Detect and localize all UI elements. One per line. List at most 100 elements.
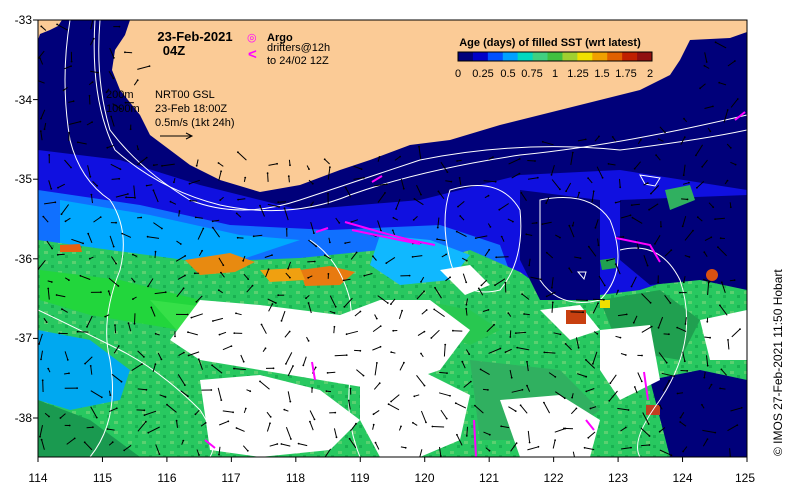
current-arrow [90, 194, 93, 204]
current-arrow-head [729, 206, 732, 209]
current-arrow-head [260, 323, 263, 326]
current-arrow-head [118, 25, 121, 28]
current-arrow-head [355, 422, 357, 425]
current-arrow-head [571, 396, 573, 399]
current-arrow-head [287, 267, 289, 270]
current-arrow-head [418, 145, 420, 148]
current-arrow [434, 287, 442, 299]
current-arrow-head [676, 392, 679, 395]
current-arrow-head [439, 455, 442, 457]
current-arrow-head [592, 190, 595, 193]
current-arrow [640, 427, 650, 437]
current-arrow-head [601, 176, 604, 179]
current-arrow-head [679, 416, 682, 419]
current-arrow-head [494, 180, 497, 183]
current-arrow-head [313, 260, 316, 263]
current-arrow [416, 374, 425, 386]
current-arrow [662, 380, 670, 392]
current-arrow-head [500, 425, 503, 428]
current-arrow [631, 203, 640, 206]
colorbar-swatch [472, 52, 489, 61]
current-arrow-head [348, 437, 351, 440]
current-arrow [218, 171, 222, 181]
current-arrow-head [726, 109, 729, 111]
current-arrow [109, 47, 115, 59]
current-arrow [719, 82, 727, 86]
current-arrow-head [140, 216, 143, 219]
current-arrow [658, 352, 668, 363]
colorbar [457, 51, 653, 62]
current-arrow-head [657, 326, 660, 329]
current-arrow [190, 200, 198, 202]
current-arrow [287, 391, 291, 402]
current-arrow [178, 210, 180, 217]
current-arrow-head [625, 313, 628, 316]
current-arrow-head [90, 193, 93, 196]
current-arrow [501, 425, 510, 429]
current-arrow-head [40, 25, 43, 28]
current-arrow-head [619, 336, 622, 339]
current-arrow [246, 285, 253, 293]
current-arrow-head [706, 320, 709, 323]
current-arrow-head [559, 188, 561, 191]
current-arrow [212, 227, 221, 238]
current-arrow [166, 404, 177, 413]
current-arrow-head [105, 91, 108, 94]
current-arrow [526, 385, 531, 392]
current-arrow-head [54, 201, 57, 204]
current-arrow-head [714, 431, 717, 434]
current-arrow-head [710, 383, 713, 386]
current-arrow-head [62, 89, 65, 92]
current-arrow-head [469, 380, 472, 383]
current-arrow-head [512, 220, 514, 223]
current-arrow-head [154, 332, 157, 335]
current-arrow-head [598, 135, 600, 138]
current-arrow [440, 409, 448, 419]
current-arrow [64, 159, 72, 168]
current-arrow [87, 233, 93, 243]
current-arrow-head [211, 364, 214, 367]
current-arrow-head [386, 183, 388, 186]
current-arrow-head [480, 284, 483, 287]
current-arrow-head [624, 354, 627, 356]
current-arrow-head [654, 243, 656, 245]
current-arrow [107, 145, 114, 149]
current-arrow [432, 426, 445, 428]
current-arrow [620, 427, 627, 432]
current-arrow-head [89, 365, 92, 367]
current-arrow-head [283, 207, 286, 210]
current-arrow [285, 427, 292, 440]
current-arrow-head [395, 208, 397, 210]
current-arrow-head [630, 285, 633, 288]
isobath-1000m-label: 1000m [106, 103, 140, 115]
current-arrow [594, 219, 599, 228]
current-arrow-head [413, 395, 416, 398]
current-arrow [187, 331, 198, 336]
current-arrow-head [720, 281, 723, 284]
current-arrow [198, 359, 203, 370]
current-arrow [475, 235, 488, 239]
current-arrow [542, 221, 552, 225]
current-arrow-head [222, 264, 225, 267]
current-arrow [478, 288, 484, 296]
current-arrow [481, 279, 488, 286]
current-arrow-head [596, 333, 599, 335]
current-arrow [508, 406, 516, 412]
current-arrow [483, 431, 490, 436]
current-arrow [39, 58, 44, 65]
current-arrow-head [696, 186, 698, 189]
current-arrow [152, 364, 156, 373]
current-arrow [399, 362, 405, 371]
current-arrow-head [740, 406, 743, 409]
current-arrow-head [182, 287, 185, 290]
current-arrow [592, 351, 598, 364]
current-arrow [420, 276, 425, 283]
current-arrow-head [488, 433, 491, 436]
current-arrow-head [42, 215, 45, 218]
current-arrow-head [408, 274, 411, 277]
current-arrow-head [526, 384, 528, 387]
current-arrow-head [323, 254, 326, 257]
y-tick-label: -33 [15, 13, 33, 27]
current-arrow-head [688, 181, 690, 184]
current-arrow-head [710, 236, 713, 239]
